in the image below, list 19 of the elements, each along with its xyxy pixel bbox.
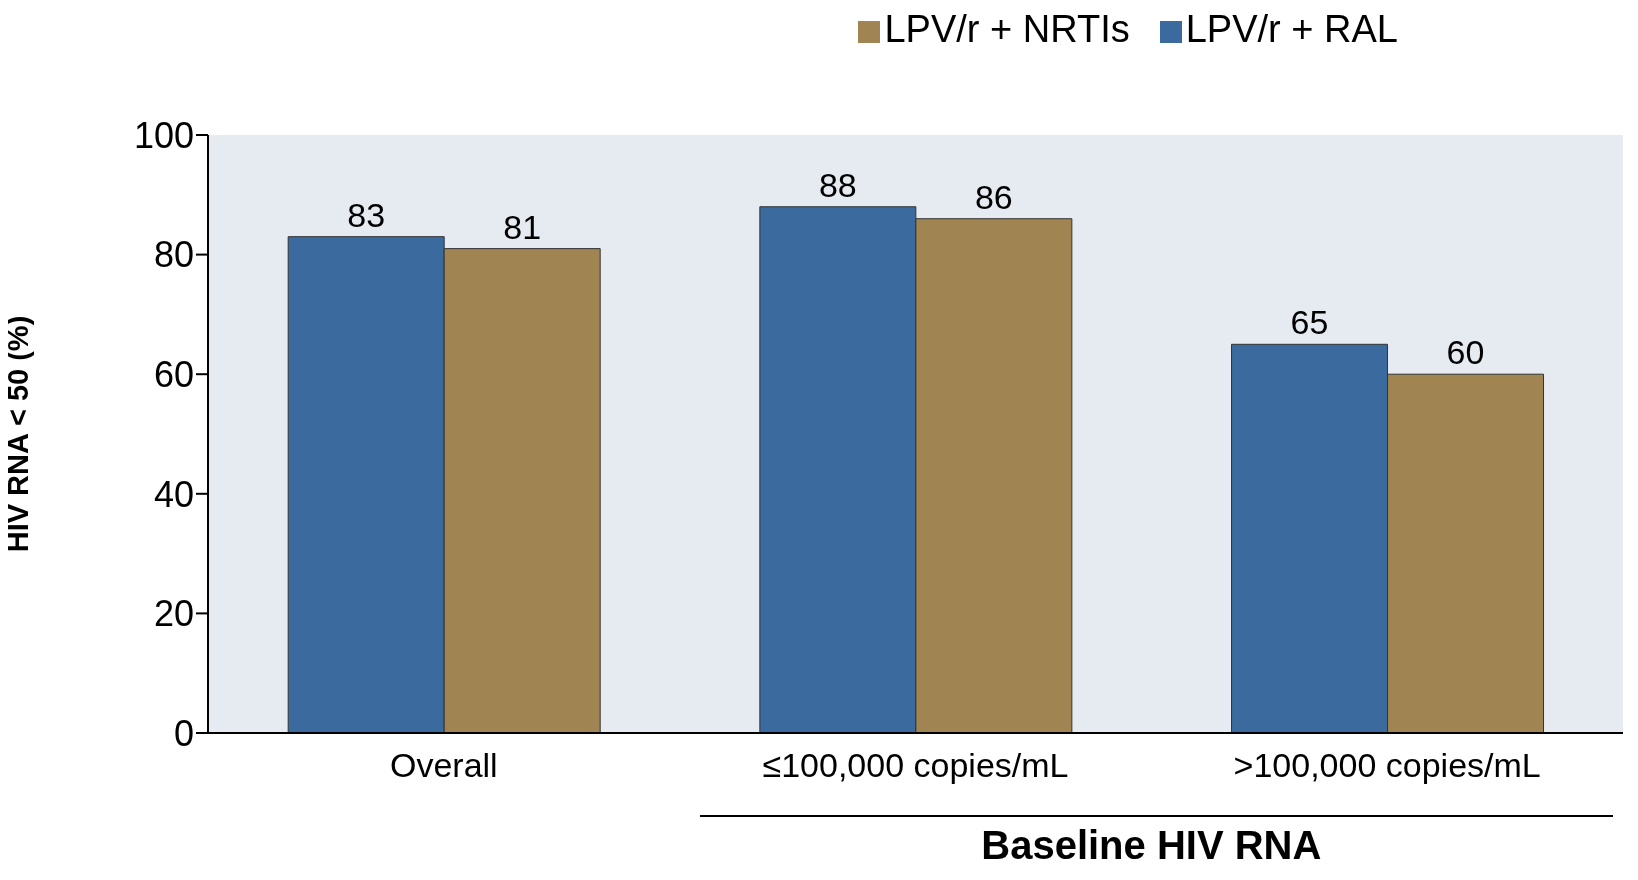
data-label: 83: [347, 195, 386, 234]
y-tick-label: 40: [153, 473, 194, 515]
y-tick-label: 60: [153, 353, 194, 395]
x-tick-label: Overall: [389, 746, 498, 785]
y-tick-label: 0: [173, 712, 194, 754]
data-label: 81: [503, 207, 542, 246]
y-axis-title: HIV RNA < 50 (%): [2, 315, 35, 553]
x-tick-label: ≤100,000 copies/mL: [762, 746, 1069, 785]
data-label: 88: [818, 165, 857, 204]
legend-label: LPV/r + NRTIs: [884, 8, 1130, 50]
y-tick-label: 100: [133, 114, 194, 156]
x-tick-label: >100,000 copies/mL: [1233, 746, 1541, 785]
y-tick-label: 80: [153, 234, 194, 276]
x-axis-title: Baseline HIV RNA: [980, 823, 1323, 868]
legend-label: LPV/r + RAL: [1185, 8, 1398, 50]
data-label: 65: [1290, 303, 1329, 342]
data-label: 86: [974, 177, 1013, 216]
y-tick-label: 20: [153, 593, 194, 635]
data-label: 60: [1446, 333, 1485, 372]
